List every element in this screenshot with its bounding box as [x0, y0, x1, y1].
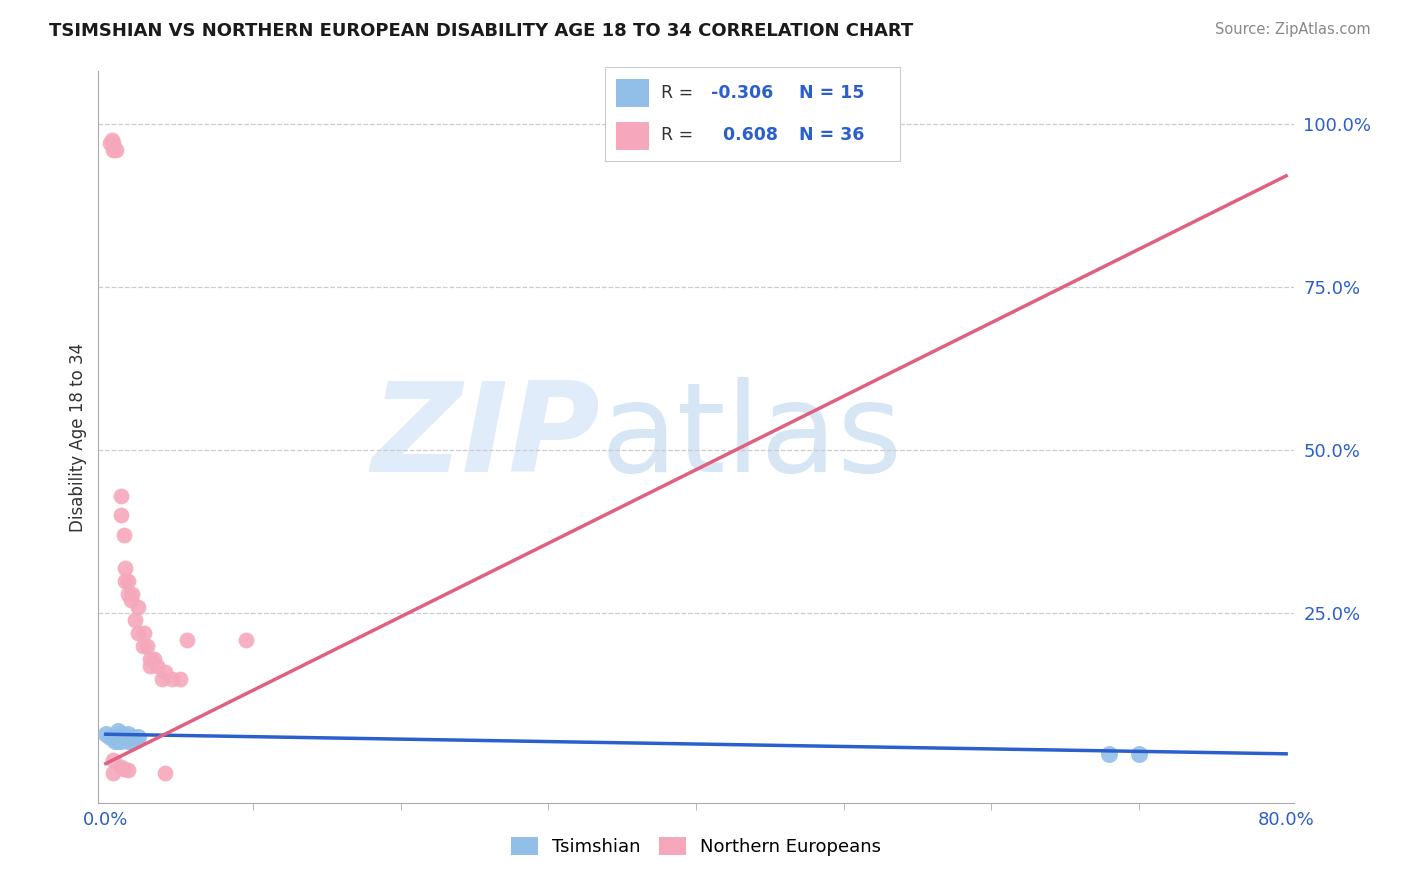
Text: TSIMSHIAN VS NORTHERN EUROPEAN DISABILITY AGE 18 TO 34 CORRELATION CHART: TSIMSHIAN VS NORTHERN EUROPEAN DISABILIT…: [49, 22, 914, 40]
Text: 0.608: 0.608: [711, 127, 778, 145]
Point: [117, 727, 139, 741]
Point: [124, 733, 146, 747]
Point: [114, 731, 136, 745]
Point: [139, 652, 162, 666]
Point: [120, 733, 142, 747]
Point: [136, 639, 159, 653]
Point: [98, 731, 121, 745]
Point: [121, 587, 143, 601]
Point: [150, 672, 173, 686]
Point: [143, 652, 166, 666]
Point: [101, 136, 124, 151]
Point: [98, 136, 121, 151]
Point: [160, 672, 183, 686]
Text: Source: ZipAtlas.com: Source: ZipAtlas.com: [1215, 22, 1371, 37]
Text: ZIP: ZIP: [371, 376, 600, 498]
Point: [112, 731, 135, 745]
Point: [169, 672, 191, 686]
FancyBboxPatch shape: [616, 122, 650, 150]
Point: [117, 574, 139, 588]
Point: [101, 766, 124, 780]
Point: [114, 560, 136, 574]
Point: [134, 626, 156, 640]
Legend: Tsimshian, Northern Europeans: Tsimshian, Northern Europeans: [503, 830, 889, 863]
Point: [139, 658, 162, 673]
Point: [112, 528, 135, 542]
Point: [120, 593, 142, 607]
Point: [101, 753, 124, 767]
Point: [1128, 747, 1150, 761]
Point: [153, 766, 176, 780]
Point: [100, 133, 122, 147]
Point: [112, 762, 135, 776]
Point: [176, 632, 198, 647]
Point: [127, 599, 149, 614]
Point: [105, 143, 128, 157]
Y-axis label: Disability Age 18 to 34: Disability Age 18 to 34: [69, 343, 87, 532]
Point: [153, 665, 176, 680]
Point: [94, 727, 117, 741]
Point: [104, 733, 127, 747]
Point: [114, 574, 136, 588]
Point: [127, 626, 149, 640]
Point: [146, 658, 169, 673]
Point: [131, 639, 153, 653]
Point: [235, 632, 257, 647]
Point: [127, 731, 149, 745]
Text: -0.306: -0.306: [711, 84, 773, 102]
Text: N = 15: N = 15: [800, 84, 865, 102]
Point: [117, 587, 139, 601]
Text: R =: R =: [661, 127, 699, 145]
Point: [110, 489, 132, 503]
Point: [110, 727, 132, 741]
Point: [110, 508, 132, 523]
Point: [110, 760, 132, 774]
Point: [107, 733, 129, 747]
Point: [124, 613, 146, 627]
Point: [117, 733, 139, 747]
Text: R =: R =: [661, 84, 699, 102]
Point: [121, 731, 143, 745]
Text: N = 36: N = 36: [800, 127, 865, 145]
Point: [101, 143, 124, 157]
Point: [110, 733, 132, 747]
Point: [1098, 747, 1121, 761]
Text: atlas: atlas: [600, 376, 903, 498]
Point: [117, 763, 139, 777]
Point: [107, 723, 129, 738]
FancyBboxPatch shape: [616, 79, 650, 107]
